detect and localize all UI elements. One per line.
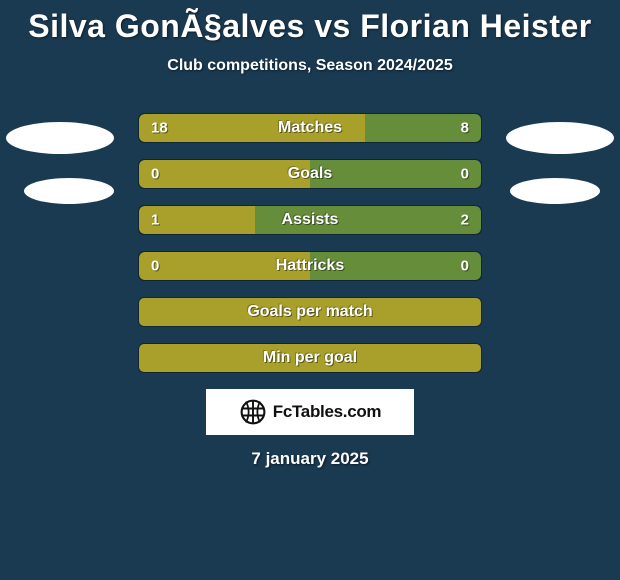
- comparison-infographic: Silva GonÃ§alves vs Florian Heister Club…: [0, 0, 620, 580]
- stat-value-left: 1: [151, 212, 159, 229]
- bar-track: 188Matches: [138, 113, 482, 143]
- stat-row: Goals per match: [0, 289, 620, 335]
- bar-track: 00Hattricks: [138, 251, 482, 281]
- watermark-badge: FcTables.com: [206, 389, 414, 435]
- bar-segment-right: [310, 160, 481, 188]
- stat-value-left: 0: [151, 166, 159, 183]
- bar-track: Min per goal: [138, 343, 482, 373]
- watermark-text: FcTables.com: [273, 402, 382, 422]
- stat-row: 00Goals: [0, 151, 620, 197]
- bar-segment-right: [255, 206, 481, 234]
- bar-segment-left: [139, 252, 310, 280]
- stat-value-left: 0: [151, 258, 159, 275]
- bar-segment-left: [139, 160, 310, 188]
- stat-row: Min per goal: [0, 335, 620, 381]
- bar-track: 12Assists: [138, 205, 482, 235]
- bar-segment-left: [139, 114, 365, 142]
- bar-segment-right: [310, 252, 481, 280]
- bar-segment-left: [139, 298, 481, 326]
- bar-segment-left: [139, 344, 481, 372]
- comparison-bars: 188Matches00Goals12Assists00HattricksGoa…: [0, 105, 620, 381]
- stat-row: 00Hattricks: [0, 243, 620, 289]
- stat-value-right: 8: [461, 120, 469, 137]
- bar-track: Goals per match: [138, 297, 482, 327]
- stat-value-right: 0: [461, 166, 469, 183]
- stat-value-right: 2: [461, 212, 469, 229]
- fctables-logo-icon: [239, 398, 267, 426]
- stat-row: 188Matches: [0, 105, 620, 151]
- bar-track: 00Goals: [138, 159, 482, 189]
- page-title: Silva GonÃ§alves vs Florian Heister: [0, 0, 620, 45]
- stat-value-left: 18: [151, 120, 168, 137]
- stat-value-right: 0: [461, 258, 469, 275]
- date-label: 7 january 2025: [0, 449, 620, 469]
- stat-row: 12Assists: [0, 197, 620, 243]
- page-subtitle: Club competitions, Season 2024/2025: [0, 57, 620, 75]
